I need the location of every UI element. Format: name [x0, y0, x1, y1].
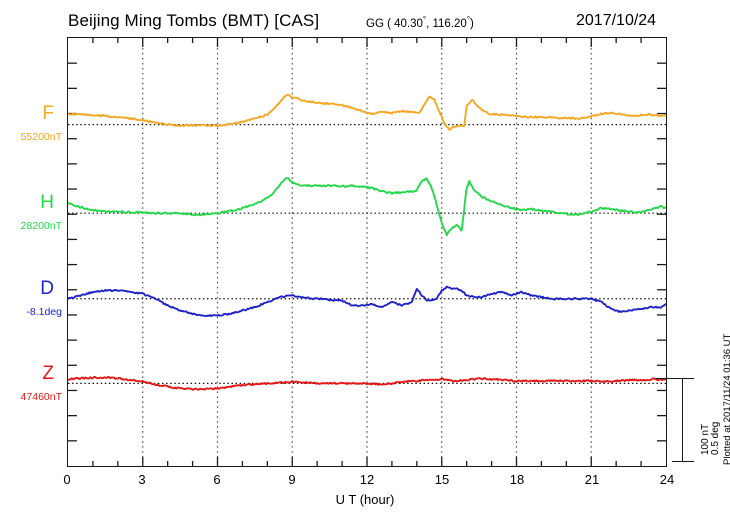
component-baseline-f: 55200nT [20, 131, 62, 143]
component-letter-d: D [40, 278, 54, 299]
trace-h [68, 177, 666, 236]
degree-icon: ° [466, 15, 471, 24]
scale-bar-bottom-cap [672, 460, 694, 462]
component-baseline-z: 47460nT [20, 391, 62, 403]
x-axis-tick-label: 15 [434, 472, 450, 487]
trace-d [68, 285, 666, 318]
component-baseline-h: 28200nT [20, 220, 62, 232]
x-axis-title: U T (hour) [335, 492, 395, 507]
observation-date: 2017/10/24 [576, 12, 657, 29]
geo-mid: , 116.20 [426, 17, 467, 30]
x-axis-tick-label: 24 [659, 472, 675, 487]
scale-bar-lead-line [656, 378, 674, 380]
magnetogram-canvas [68, 38, 666, 466]
scale-bar-deg-label: 0.5 deg [710, 421, 721, 455]
magnetogram-plot-area [67, 37, 667, 467]
x-axis-tick-label: 12 [359, 472, 375, 487]
x-axis-tick-label: 0 [63, 472, 71, 487]
x-axis-tick-label: 9 [288, 472, 296, 487]
component-letter-h: H [40, 192, 54, 213]
x-axis-tick-label: 3 [138, 472, 146, 487]
geo-suffix: ) [470, 17, 474, 30]
degree-icon: ° [422, 15, 427, 24]
x-axis-tick-label: 21 [584, 472, 600, 487]
page-title: Beijing Ming Tombs (BMT) [CAS] [68, 11, 320, 30]
plotted-at-timestamp: Plotted at 2017/11/24 01:36 UT [722, 333, 730, 465]
geographic-coordinates: GG ( 40.30°, 116.20°) [366, 15, 474, 30]
component-baseline-d: -8.1deg [26, 306, 62, 318]
trace-z [68, 375, 666, 391]
x-axis-tick-label: 6 [213, 472, 221, 487]
scale-bar-top-cap [672, 378, 694, 380]
scale-bar-vertical-line [682, 378, 684, 462]
x-axis-tick-label: 18 [509, 472, 525, 487]
component-letter-z: Z [42, 363, 54, 384]
trace-f [68, 93, 666, 131]
component-letter-f: F [42, 103, 54, 124]
geo-prefix: GG ( 40.30 [366, 17, 423, 30]
scale-bar [656, 378, 694, 462]
